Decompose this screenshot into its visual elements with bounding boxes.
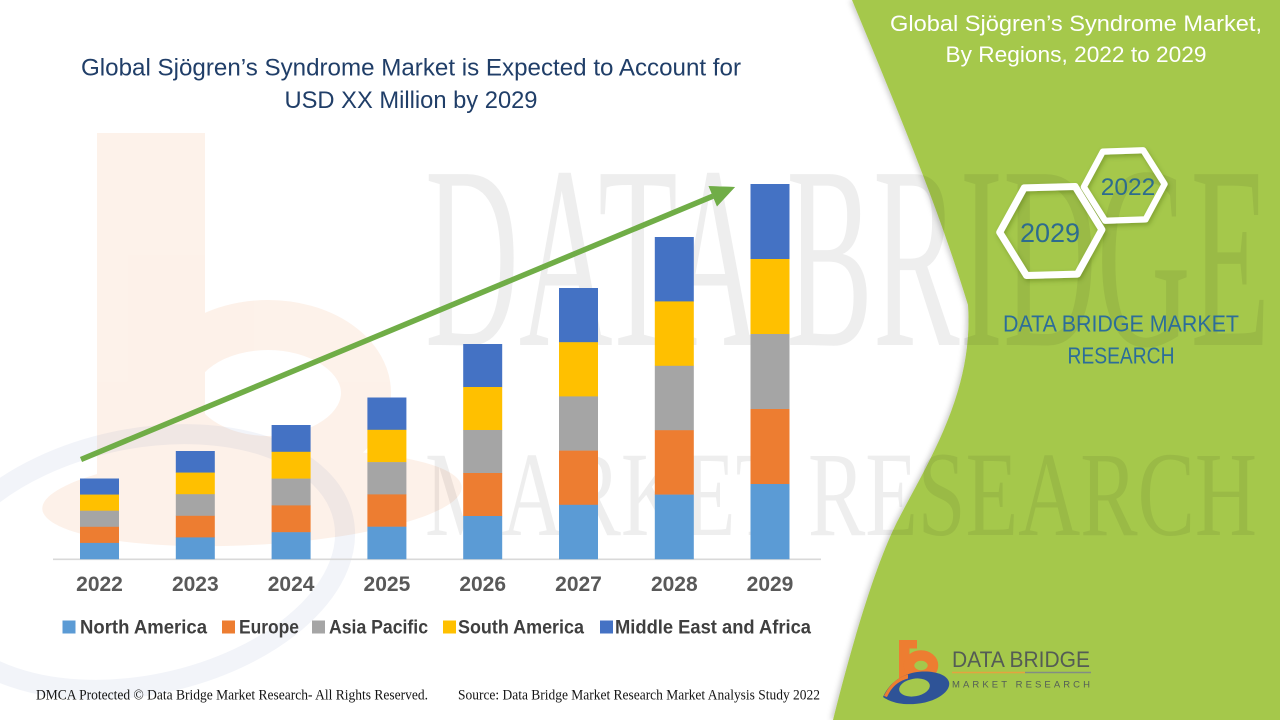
svg-text:2026: 2026 <box>459 573 506 596</box>
svg-text:MARKET RESEARCH: MARKET RESEARCH <box>425 428 1257 562</box>
svg-text:DATA BRIDGE MARKET: DATA BRIDGE MARKET <box>1003 311 1239 337</box>
svg-text:Global Sjögren’s Syndrome Mark: Global Sjögren’s Syndrome Market, <box>890 11 1262 36</box>
svg-text:2029: 2029 <box>1020 218 1080 248</box>
svg-text:2028: 2028 <box>651 573 698 596</box>
svg-text:Source: Data Bridge Market Res: Source: Data Bridge Market Research Mark… <box>458 688 820 704</box>
svg-text:2029: 2029 <box>747 573 794 596</box>
svg-text:USD XX Million by 2029: USD XX Million by 2029 <box>285 87 538 114</box>
svg-text:Global Sjögren’s Syndrome Mark: Global Sjögren’s Syndrome Market is Expe… <box>81 55 741 82</box>
svg-text:DATA BRIDGE: DATA BRIDGE <box>952 647 1090 672</box>
svg-text:2027: 2027 <box>555 573 602 596</box>
svg-text:By Regions, 2022 to 2029: By Regions, 2022 to 2029 <box>946 42 1207 67</box>
svg-text:MARKET RESEARCH: MARKET RESEARCH <box>952 680 1090 691</box>
svg-text:Asia Pacific: Asia Pacific <box>329 618 428 639</box>
svg-text:2025: 2025 <box>364 573 411 596</box>
svg-text:2023: 2023 <box>172 573 219 596</box>
svg-text:2024: 2024 <box>268 573 315 596</box>
svg-text:Middle East and Africa: Middle East and Africa <box>615 618 811 639</box>
svg-text:DMCA Protected © Data Bridge M: DMCA Protected © Data Bridge Market Rese… <box>36 688 428 704</box>
svg-text:2022: 2022 <box>1101 174 1156 201</box>
svg-text:Europe: Europe <box>239 618 299 639</box>
svg-text:North America: North America <box>80 618 207 639</box>
svg-text:RESEARCH: RESEARCH <box>1068 343 1175 369</box>
svg-text:South America: South America <box>458 618 584 639</box>
svg-text:2022: 2022 <box>76 573 123 596</box>
